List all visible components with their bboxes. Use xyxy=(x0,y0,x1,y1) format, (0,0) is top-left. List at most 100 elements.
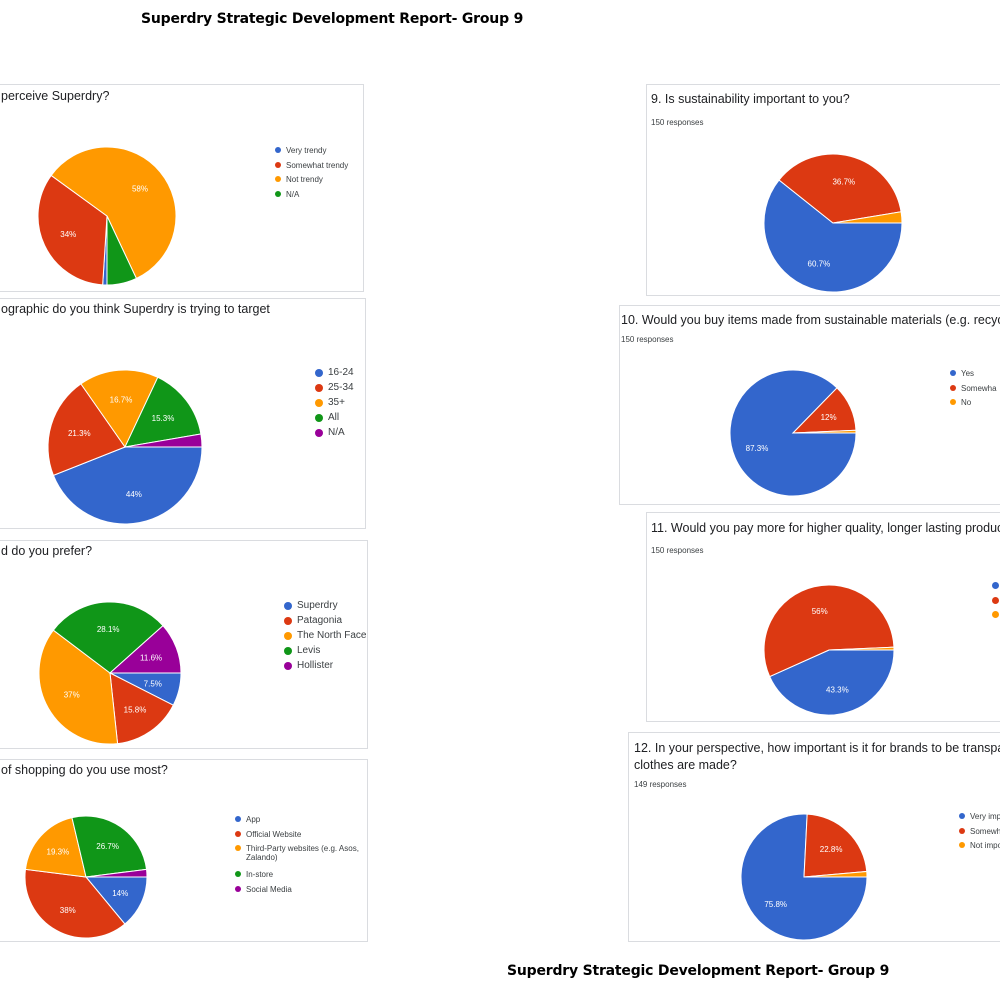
legend-swatch xyxy=(284,632,292,640)
legend-label: Somewha xyxy=(961,383,997,393)
legend-label: Somewhat trendy xyxy=(286,160,349,170)
legend-swatch xyxy=(284,662,292,670)
legend-label: Very trendy xyxy=(286,146,327,155)
legend-label: Patagonia xyxy=(297,615,343,626)
report-title-top: Superdry Strategic Development Report- G… xyxy=(141,11,524,27)
legend-swatch xyxy=(235,885,241,892)
data-label: 60.7% xyxy=(808,259,831,268)
data-label: 87.3% xyxy=(746,444,769,453)
data-label: 15.8% xyxy=(124,705,147,714)
pie-slice-in-store xyxy=(71,815,148,878)
pie-slice-social-media xyxy=(85,868,148,878)
chart-legend: App Official Website Third-Party websites … xyxy=(235,815,375,899)
legend-label: Hollister xyxy=(297,660,334,671)
chart-card-target-demographic: ographic do you think Superdry is trying… xyxy=(0,298,366,529)
legend-label: All xyxy=(328,412,340,423)
pie-slice-all xyxy=(124,376,202,448)
chart-card-brand-preference: d do you prefer? 7.5% 15.8% 37% 28.1% 11.6% … xyxy=(0,540,368,749)
legend-dot-blue xyxy=(992,582,999,589)
data-label: 14% xyxy=(112,889,128,898)
legend-swatch xyxy=(959,842,965,848)
pie-slice-somewhat-trendy xyxy=(37,174,108,286)
legend-item-somewhat-trendy: Somewhat trendy xyxy=(275,161,348,176)
pie-slice-not-impo xyxy=(803,870,868,878)
pie-chart: 87.3% 12% xyxy=(729,369,857,497)
response-count: 149 responses xyxy=(634,780,687,789)
pie-slice-third-party-websites-e-g-asos-zalando xyxy=(24,817,87,878)
chart-legend: 16-24 25-34 35+ All N/A xyxy=(315,368,354,443)
data-label: 21.3% xyxy=(68,429,91,438)
legend-item-yes: Yes xyxy=(950,369,997,384)
legend-item-35: 35+ xyxy=(315,398,354,413)
pie-slice-slice-1 xyxy=(778,153,902,224)
response-count: 150 responses xyxy=(621,335,674,344)
legend-item-n-a: N/A xyxy=(275,190,348,205)
legend-item-the-north-face: The North Face xyxy=(284,631,366,646)
legend-label: 25-34 xyxy=(328,382,354,393)
question-title: 9. Is sustainability important to you? xyxy=(651,92,850,106)
legend-item-somewh: Somewh xyxy=(959,827,1000,842)
legend-swatch xyxy=(275,161,281,168)
pie-chart: 60.7% 36.7% xyxy=(763,153,903,293)
legend-swatch xyxy=(315,369,323,377)
question-title: of shopping do you use most? xyxy=(1,763,168,777)
chart-legend: Very imp Somewh Not impo xyxy=(959,812,1000,856)
legend-label: Superdry xyxy=(297,600,338,611)
legend-swatch xyxy=(235,845,241,851)
legend-swatch xyxy=(235,871,241,877)
legend-item-levis: Levis xyxy=(284,646,366,661)
legend-item-not-trendy: Not trendy xyxy=(275,175,348,190)
chart-card-shopping-channel: of shopping do you use most? 14% 38% 19.3%… xyxy=(0,759,368,942)
legend-label: Social Media xyxy=(246,884,292,894)
pie-slice-no xyxy=(792,429,857,434)
data-label: 38% xyxy=(60,906,76,915)
data-label: 37% xyxy=(64,691,80,700)
question-title: 10. Would you buy items made from sustai… xyxy=(621,313,1000,327)
data-label: 75.8% xyxy=(764,900,787,909)
chart-card-sustainability: 9. Is sustainability important to you? 1… xyxy=(646,84,1000,296)
pie-chart: 14% 38% 19.3% 26.7% xyxy=(24,815,148,939)
legend-item-very-trendy: Very trendy xyxy=(275,146,348,161)
pie-slice-levis xyxy=(52,601,164,674)
legend-label: Official Website xyxy=(246,829,302,839)
data-label: 19.3% xyxy=(47,848,70,857)
pie-slice-n-a xyxy=(106,215,138,286)
pie-slice-slice-2 xyxy=(828,646,895,651)
legend-swatch xyxy=(315,429,323,437)
pie-chart: 75.8% 22.8% xyxy=(740,813,868,941)
legend-label: Yes xyxy=(961,369,975,378)
legend-item-somewha: Somewha xyxy=(950,384,997,399)
legend-label: Not trendy xyxy=(286,175,323,184)
legend-swatch xyxy=(959,813,965,819)
legend-swatch xyxy=(315,399,323,407)
legend-swatch xyxy=(950,399,956,405)
pie-slice-official-website xyxy=(24,868,126,939)
chart-legend: Very trendy Somewhat trendy Not trendy N/A xyxy=(275,146,348,204)
legend-swatch xyxy=(284,617,292,625)
data-label: 28.1% xyxy=(97,625,120,634)
legend-label: 16-24 xyxy=(328,367,354,378)
data-label: 56% xyxy=(812,607,828,616)
legend-label: The North Face xyxy=(297,630,367,641)
data-label: 26.7% xyxy=(96,842,119,851)
report-title-bottom: Superdry Strategic Development Report- G… xyxy=(507,963,890,979)
legend-label: Third-Party websites (e.g. Asos, Zalando… xyxy=(246,844,359,862)
legend-label: Levis xyxy=(297,645,321,656)
question-title-line2: clothes are made? xyxy=(634,758,737,772)
pie-slice-somewh xyxy=(803,813,868,878)
pie-slice-patagonia xyxy=(109,672,174,745)
response-count: 150 responses xyxy=(651,546,704,555)
legend-swatch xyxy=(959,827,965,834)
legend-label: 35+ xyxy=(328,397,345,408)
legend-item-patagonia: Patagonia xyxy=(284,616,366,631)
pie-chart: 7.5% 15.8% 37% 28.1% 11.6% xyxy=(38,601,182,745)
legend-item-all: All xyxy=(315,413,354,428)
chart-card-pay-more: 11. Would you pay more for higher qualit… xyxy=(646,512,1000,722)
data-label: 22.8% xyxy=(820,845,843,854)
legend-item-n-a: N/A xyxy=(315,428,354,443)
legend-swatch xyxy=(284,602,292,610)
question-title: ographic do you think Superdry is trying… xyxy=(1,302,270,316)
legend-swatch xyxy=(950,384,956,391)
data-label: 36.7% xyxy=(832,178,855,187)
legend-item-in-store: In-store xyxy=(235,870,375,885)
